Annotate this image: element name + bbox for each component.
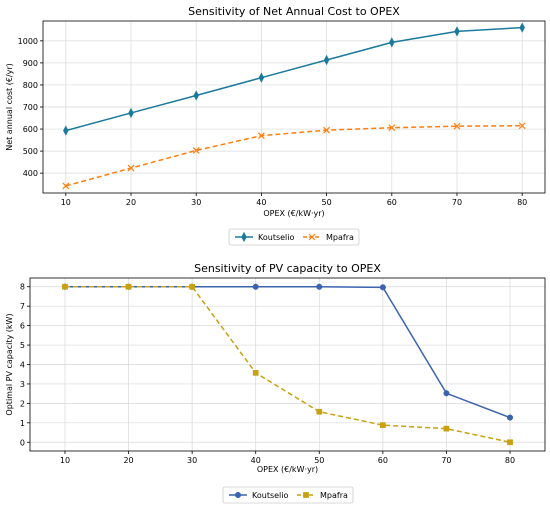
x-tick-label: 10: [60, 456, 70, 465]
y-tick-label: 3: [20, 380, 25, 389]
data-point: [453, 122, 461, 130]
x-tick-label: 40: [256, 198, 266, 207]
legend: Koutselio Mpafra: [222, 486, 354, 504]
data-point: [519, 22, 525, 33]
data-point: [189, 283, 195, 290]
y-tick-label: 400: [23, 169, 38, 178]
data-point: [252, 283, 259, 290]
y-tick-label: 5: [20, 341, 25, 350]
chart-1: 10 20 30 40 50 60 70 80 400 500 600 700 800 900 1000 Se…: [5, 5, 546, 246]
series-line: [65, 124, 523, 187]
legend-marker: [241, 231, 247, 243]
legend: Koutselio Mpafra: [228, 228, 360, 246]
x-tick-label: 70: [452, 198, 462, 207]
y-tick-label: 700: [23, 103, 38, 112]
y-tick-label: 1: [20, 419, 25, 428]
y-tick-label: 2: [20, 399, 25, 408]
series-koutselio: [63, 22, 525, 136]
chart-title: Sensitivity of PV capacity to OPEX: [194, 262, 381, 275]
chart-title: Sensitivity of Net Annual Cost to OPEX: [188, 5, 400, 18]
y-tick-label: 800: [23, 81, 38, 90]
legend-box: [228, 228, 360, 246]
gridlines: [30, 278, 545, 451]
x-tick-label: 30: [191, 198, 201, 207]
data-point: [125, 283, 132, 290]
data-point: [323, 54, 330, 66]
x-tick-label: 10: [61, 198, 71, 207]
legend-label: Mpafra: [326, 233, 354, 242]
data-point: [518, 122, 526, 130]
data-point: [62, 283, 68, 290]
x-tick-label: 70: [441, 456, 451, 465]
series-line: [64, 285, 511, 443]
y-axis-label: Net annual cost (€/yr): [5, 63, 14, 151]
data-point: [323, 126, 331, 134]
data-point: [379, 284, 386, 291]
data-point: [316, 283, 323, 290]
data-point: [507, 439, 513, 446]
gridlines: [43, 21, 545, 193]
legend-marker: [303, 492, 309, 498]
data-point: [193, 90, 199, 101]
y-tick-label: 1000: [18, 37, 38, 46]
data-point: [192, 147, 200, 154]
x-tick-label: 50: [314, 456, 324, 465]
legend-label: Koutselio: [252, 491, 288, 500]
data-point: [316, 408, 323, 415]
legend-label: Koutselio: [258, 233, 294, 242]
series-koutselio: [61, 283, 514, 421]
x-tick-label: 20: [126, 198, 136, 207]
legend-marker: [234, 491, 242, 499]
x-tick-label: 30: [187, 456, 197, 465]
y-tick-label: 0: [20, 438, 25, 447]
chart-2: 10 20 30 40 50 60 70 80 0 1 2 3 4 5 6 7 8 Sensitivity of …: [5, 262, 546, 504]
y-axis-label: Optimal PV capacity (kW): [5, 313, 14, 415]
legend-label: Mpafra: [320, 491, 348, 500]
y-tick-label: 600: [23, 125, 38, 134]
data-point: [62, 182, 70, 190]
data-point: [63, 125, 69, 136]
y-tick-label: 500: [23, 147, 38, 156]
data-point: [443, 390, 450, 397]
legend-box: [222, 486, 354, 504]
data-point: [388, 124, 396, 132]
data-point: [128, 107, 134, 119]
y-tick-label: 8: [20, 283, 25, 292]
data-point: [506, 414, 514, 421]
data-point: [127, 164, 135, 172]
x-axis-label: OPEX (€/kW·yr): [263, 209, 324, 218]
data-point: [380, 422, 386, 428]
data-point: [257, 132, 265, 140]
series-mpafra: [62, 283, 513, 446]
x-tick-label: 60: [387, 198, 397, 207]
x-tick-label: 40: [251, 456, 261, 465]
x-tick-label: 20: [123, 456, 133, 465]
x-tick-label: 50: [322, 198, 332, 207]
data-point: [252, 370, 259, 376]
series-mpafra: [62, 122, 526, 190]
x-tick-label: 60: [378, 456, 388, 465]
y-tick-label: 6: [20, 322, 25, 331]
data-point: [258, 72, 265, 83]
x-axis-label: OPEX (€/kW·yr): [257, 465, 318, 474]
legend-marker: [308, 233, 316, 241]
y-tick-label: 900: [23, 59, 38, 68]
x-tick-label: 80: [505, 456, 515, 465]
data-point: [389, 37, 395, 48]
data-point: [454, 26, 460, 37]
series-line: [65, 26, 523, 132]
y-tick-label: 7: [20, 302, 25, 311]
x-tick-label: 80: [517, 198, 527, 207]
data-point: [443, 425, 450, 432]
y-tick-label: 4: [20, 361, 25, 370]
